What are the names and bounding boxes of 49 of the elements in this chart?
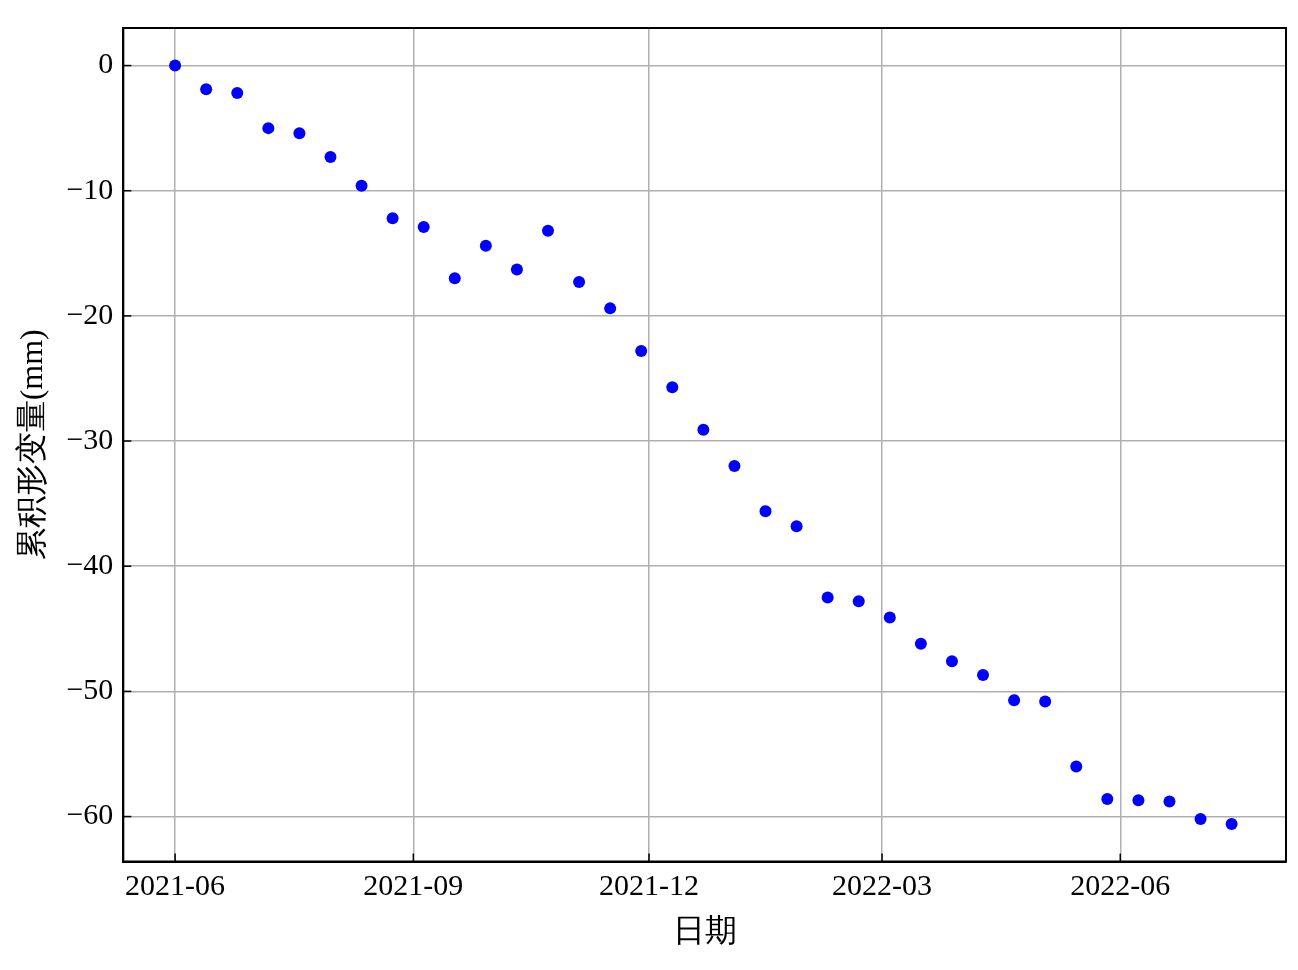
point: [977, 669, 990, 682]
point: [324, 150, 337, 163]
x-tick-label: 2021-09: [363, 868, 464, 902]
point: [883, 611, 896, 624]
y-tick-label: 0: [98, 46, 114, 80]
point: [231, 87, 244, 100]
point: [728, 460, 741, 473]
point: [200, 83, 213, 96]
point: [604, 302, 617, 315]
point: [169, 59, 182, 72]
point: [759, 505, 772, 518]
point: [355, 179, 368, 192]
point: [293, 127, 306, 140]
point: [790, 520, 803, 533]
point: [914, 637, 927, 650]
point: [573, 276, 586, 289]
y-tick-label: −10: [66, 171, 114, 205]
point: [448, 272, 461, 285]
point: [1132, 794, 1145, 807]
x-tick-label: 2022-06: [1070, 868, 1171, 902]
point: [542, 224, 554, 237]
point: [417, 221, 430, 234]
x-axis-title: 日期: [672, 912, 737, 949]
y-tick-label: −40: [66, 547, 114, 581]
y-tick-label: −60: [66, 797, 114, 831]
y-tick-label: −50: [66, 672, 114, 706]
point: [510, 263, 523, 276]
point: [1070, 760, 1083, 773]
point: [1039, 695, 1052, 708]
point: [1008, 694, 1021, 707]
point: [635, 344, 648, 357]
point: [666, 381, 679, 394]
point: [1163, 795, 1176, 808]
point: [852, 595, 865, 608]
y-tick-label: −30: [66, 421, 114, 455]
point: [386, 212, 399, 225]
x-tick-label: 2022-03: [832, 868, 933, 902]
point: [945, 655, 958, 668]
x-tick-label: 2021-12: [598, 868, 699, 902]
y-tick-label: −20: [66, 296, 114, 330]
point: [479, 239, 492, 252]
point: [1101, 793, 1114, 806]
point: [262, 122, 275, 135]
point: [697, 423, 710, 436]
point: [1225, 818, 1238, 831]
point: [821, 591, 834, 604]
point: [1194, 813, 1207, 826]
y-axis-title: 累积形变量(mm): [12, 329, 49, 561]
x-tick-label: 2021-06: [125, 868, 226, 902]
